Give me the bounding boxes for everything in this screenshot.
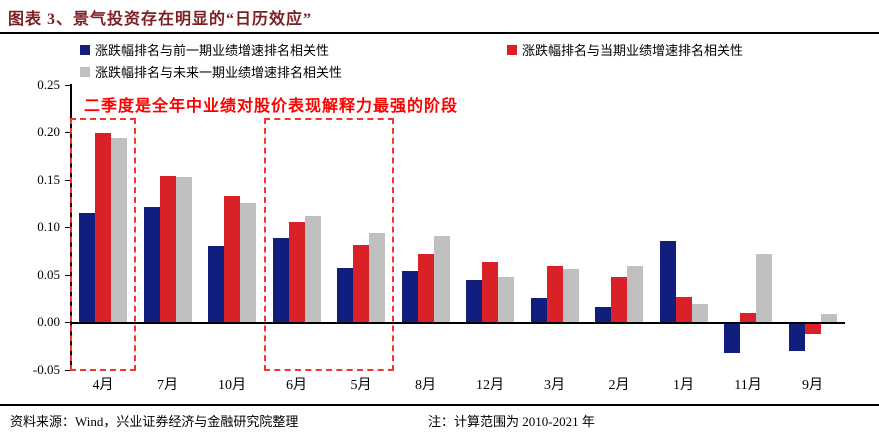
y-axis-label: 0.00	[37, 314, 60, 329]
bar-9月-s0	[788, 324, 805, 351]
bar-10月-s0	[208, 246, 224, 322]
bar-4月-s1	[95, 133, 111, 322]
legend-swatch-blue-icon	[80, 44, 90, 55]
bar-12月-s2	[498, 277, 514, 322]
bar-11月-s0	[724, 324, 740, 353]
bar-8月-s1	[417, 254, 434, 322]
bar-2月-s2	[627, 266, 643, 322]
legend-item-prev-period: 涨跌幅排名与前一期业绩增速排名相关性	[80, 40, 329, 59]
legend-swatch-gray-icon	[80, 66, 90, 77]
bar-5月-s2	[369, 233, 385, 322]
y-axis-tick	[65, 227, 70, 228]
bar-12月-s1	[482, 262, 498, 322]
x-axis-label: 5月	[350, 378, 372, 393]
y-axis-label: 0.15	[37, 171, 60, 187]
bar-9月-s1	[804, 324, 821, 334]
bar-1月-s0	[659, 241, 676, 322]
highlight-box	[263, 118, 394, 371]
bar-11月-s2	[756, 254, 772, 322]
title-divider	[0, 32, 879, 34]
bar-8月-s2	[433, 236, 450, 322]
x-axis-line	[70, 322, 845, 324]
y-axis-label: 0.25	[37, 76, 60, 92]
y-axis-label: 0.10	[37, 219, 60, 234]
bar-3月-s2	[562, 269, 579, 322]
x-axis-label: 4月	[92, 378, 114, 393]
bar-2月-s1	[611, 277, 627, 322]
calc-note: 注：计算范围为 2010-2021 年	[428, 414, 595, 429]
legend-item-current-period: 涨跌幅排名与当期业绩增速排名相关性	[507, 40, 743, 59]
y-axis-label: -0.05	[32, 361, 60, 377]
legend-item-future-period: 涨跌幅排名与未来一期业绩增速排名相关性	[80, 62, 342, 81]
bar-3月-s1	[546, 266, 563, 322]
bar-1月-s1	[675, 297, 692, 322]
bar-2月-s0	[595, 307, 611, 322]
bar-11月-s1	[740, 313, 756, 322]
x-axis-label: 7月	[157, 378, 178, 393]
bar-4月-s2	[111, 138, 127, 322]
legend-swatch-red-icon	[507, 44, 517, 55]
legend-label: 涨跌幅排名与当期业绩增速排名相关性	[522, 43, 744, 58]
y-axis-tick	[65, 322, 70, 323]
bar-8月-s0	[401, 271, 418, 322]
x-axis-label: 2月	[608, 378, 630, 393]
x-axis-label: 10月	[218, 378, 246, 393]
legend-label: 涨跌幅排名与前一期业绩增速排名相关性	[95, 43, 330, 58]
y-axis-tick	[65, 132, 70, 133]
y-axis-tick	[65, 275, 70, 276]
highlight-box	[70, 118, 136, 371]
bar-3月-s0	[530, 298, 547, 322]
bar-7月-s2	[175, 177, 192, 322]
figure-title: 图表 3、景气投资存在明显的“日历效应”	[8, 11, 313, 28]
y-axis-tick	[65, 370, 70, 371]
x-axis-label: 11月	[734, 378, 762, 393]
bar-7月-s0	[143, 207, 160, 322]
x-axis-label: 3月	[544, 378, 565, 393]
y-axis-label: 0.05	[37, 266, 60, 282]
bar-10月-s2	[240, 203, 256, 322]
source-note: 资料来源：Wind，兴业证券经济与金融研究院整理	[10, 414, 299, 429]
x-axis-label: 12月	[476, 378, 504, 393]
bar-10月-s1	[224, 196, 240, 322]
chart-annotation: 二季度是全年中业绩对股价表现解释力最强的阶段	[84, 98, 459, 115]
footer-divider	[0, 404, 879, 406]
bar-9月-s2	[820, 314, 837, 322]
y-axis-tick	[65, 85, 70, 86]
y-axis-label: 0.20	[37, 124, 60, 139]
x-axis-label: 1月	[673, 378, 694, 393]
bar-5月-s1	[353, 245, 369, 322]
legend-label: 涨跌幅排名与未来一期业绩增速排名相关性	[95, 65, 343, 80]
bar-4月-s0	[79, 213, 95, 322]
bar-1月-s2	[691, 304, 708, 322]
x-axis-label: 9月	[802, 378, 823, 393]
bar-6月-s0	[272, 238, 289, 322]
y-axis-tick	[65, 180, 70, 181]
bar-7月-s1	[159, 176, 176, 322]
bar-6月-s1	[288, 222, 305, 322]
x-axis-label: 6月	[286, 378, 307, 393]
bar-6月-s2	[304, 216, 321, 322]
bar-5月-s0	[337, 268, 353, 322]
x-axis-label: 8月	[415, 378, 436, 393]
bar-12月-s0	[466, 280, 482, 322]
